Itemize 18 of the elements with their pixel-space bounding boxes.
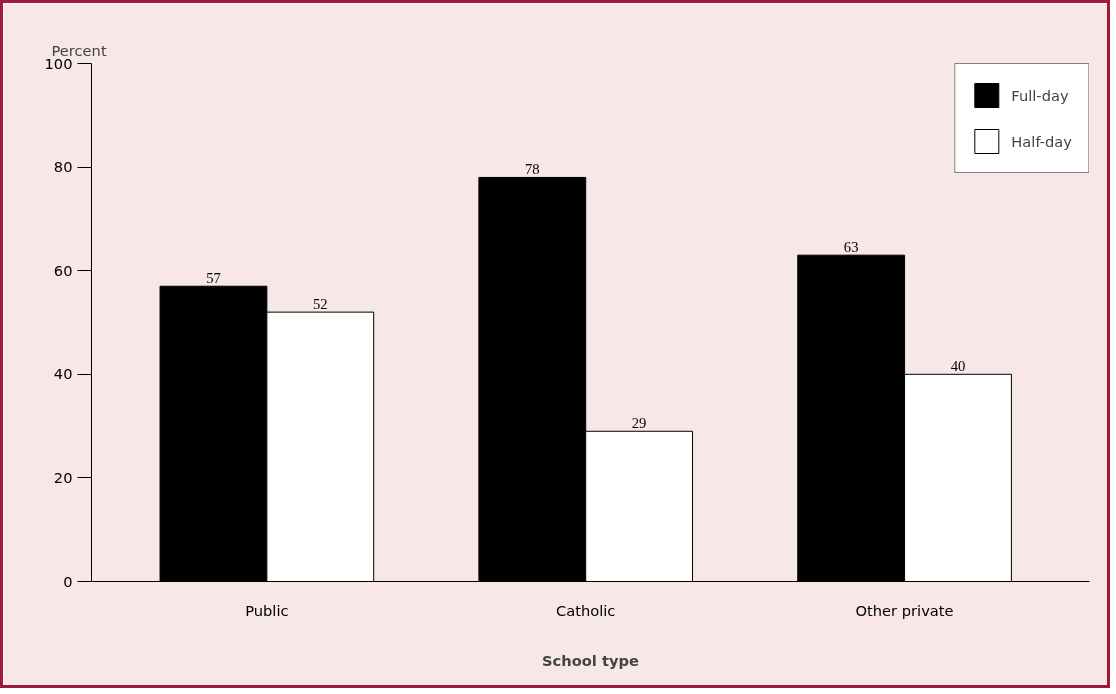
x-axis-title: School type (542, 651, 640, 669)
y-tick-label: 0 (63, 572, 73, 590)
data-label: 40 (950, 358, 966, 375)
legend-label: Full-day (1011, 86, 1069, 104)
data-label: 29 (631, 415, 647, 432)
x-tick-label: Catholic (556, 601, 616, 619)
y-tick-label: 60 (53, 261, 73, 279)
x-tick-label: Other private (855, 601, 954, 619)
y-tick-label: 20 (53, 468, 73, 486)
x-tick-label: Public (245, 601, 289, 619)
y-tick-label: 40 (53, 365, 73, 383)
data-label: 78 (524, 161, 540, 178)
data-label: 63 (843, 239, 859, 256)
data-label: 52 (312, 296, 328, 313)
legend-label: Half-day (1011, 132, 1072, 150)
y-axis-title: Percent (51, 41, 107, 59)
y-tick-label: 80 (53, 158, 73, 176)
data-label: 57 (206, 270, 221, 287)
